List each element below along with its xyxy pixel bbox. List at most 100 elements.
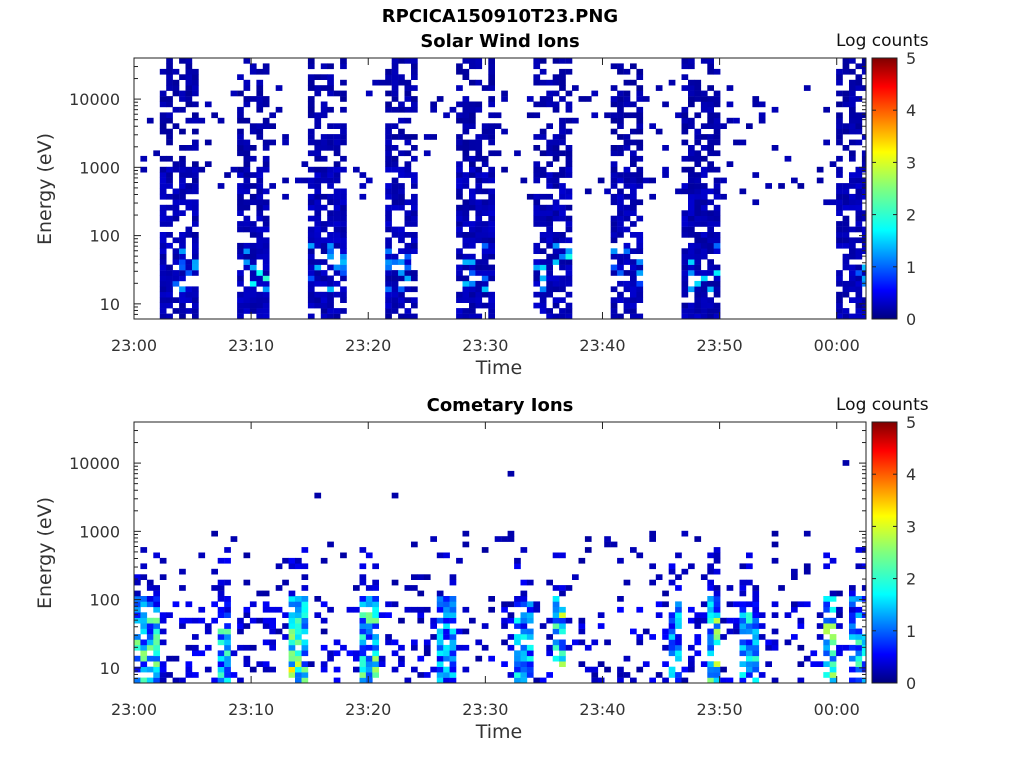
spectrogram-cell bbox=[836, 101, 843, 108]
spectrogram-cell bbox=[359, 612, 367, 618]
spectrogram-cell bbox=[411, 58, 418, 64]
spectrogram-cell bbox=[842, 68, 850, 75]
spectrogram-cell bbox=[617, 101, 624, 108]
spectrogram-cell bbox=[217, 606, 225, 613]
spectrogram-cell bbox=[700, 242, 708, 249]
spectrogram-cell bbox=[849, 155, 856, 162]
spectrogram-cell bbox=[829, 199, 837, 206]
spectrogram-cell bbox=[217, 585, 225, 591]
spectrogram-cell bbox=[237, 204, 244, 211]
spectrogram-cell bbox=[481, 286, 489, 293]
spectrogram-cell bbox=[295, 601, 302, 608]
spectrogram-cell bbox=[359, 617, 367, 624]
spectrogram-cell bbox=[320, 177, 328, 184]
spectrogram-cell bbox=[307, 302, 315, 309]
spectrogram-cell bbox=[243, 221, 251, 227]
spectrogram-cell bbox=[617, 253, 624, 260]
spectrogram-cell bbox=[159, 123, 167, 129]
spectrogram-cell bbox=[456, 204, 463, 211]
spectrogram-cell bbox=[469, 106, 476, 113]
spectrogram-cell bbox=[224, 579, 231, 586]
spectrogram-cell bbox=[507, 644, 515, 651]
spectrogram-cell bbox=[610, 177, 618, 184]
spectrogram-cell bbox=[256, 590, 264, 597]
spectrogram-cell bbox=[552, 248, 560, 254]
spectrogram-cell bbox=[694, 291, 702, 298]
spectrogram-cell bbox=[475, 280, 483, 287]
spectrogram-cell bbox=[546, 280, 553, 287]
spectrogram-cell bbox=[675, 612, 682, 618]
spectrogram-cell bbox=[365, 612, 373, 618]
spectrogram-cell bbox=[404, 199, 412, 206]
spectrogram-cell bbox=[411, 297, 418, 303]
spectrogram-cell bbox=[539, 264, 547, 271]
spectrogram-cell bbox=[604, 541, 611, 548]
spectrogram-cell bbox=[842, 204, 850, 211]
spectrogram-cell bbox=[733, 628, 740, 635]
spectrogram-cell bbox=[359, 579, 367, 586]
spectrogram-cell bbox=[423, 644, 431, 651]
spectrogram-cell bbox=[153, 639, 160, 646]
spectrogram-cell bbox=[842, 123, 850, 129]
spectrogram-cell bbox=[307, 74, 315, 80]
spectrogram-cell bbox=[159, 639, 167, 646]
spectrogram-cell bbox=[327, 177, 334, 184]
spectrogram-cell bbox=[404, 96, 412, 102]
spectrogram-cell bbox=[713, 166, 721, 173]
spectrogram-cell bbox=[546, 259, 553, 265]
spectrogram-cell bbox=[688, 183, 695, 189]
spectrogram-cell bbox=[668, 79, 676, 86]
spectrogram-cell bbox=[630, 101, 637, 108]
spectrogram-cell bbox=[411, 221, 418, 227]
spectrogram-cell bbox=[617, 557, 624, 564]
spectrogram-cell bbox=[681, 666, 689, 673]
spectrogram-cell bbox=[668, 634, 676, 640]
spectrogram-cell bbox=[166, 242, 173, 249]
spectrogram-cell bbox=[166, 172, 173, 178]
y-tick-label: 100 bbox=[89, 227, 120, 246]
spectrogram-cell bbox=[159, 172, 167, 178]
spectrogram-cell bbox=[559, 183, 566, 189]
spectrogram-cell bbox=[700, 145, 708, 151]
spectrogram-cell bbox=[688, 215, 695, 222]
spectrogram-cell bbox=[340, 253, 347, 260]
spectrogram-cell bbox=[314, 188, 322, 195]
spectrogram-cell bbox=[243, 661, 251, 667]
spectrogram-cell bbox=[469, 313, 476, 320]
spectrogram-cell bbox=[166, 286, 173, 293]
spectrogram-cell bbox=[488, 253, 495, 260]
spectrogram-cell bbox=[359, 563, 367, 570]
spectrogram-cell bbox=[211, 568, 218, 575]
spectrogram-cell bbox=[855, 297, 863, 303]
spectrogram-cell bbox=[533, 270, 541, 276]
spectrogram-cell bbox=[739, 644, 747, 651]
spectrogram-cell bbox=[533, 177, 541, 184]
spectrogram-cell bbox=[307, 226, 315, 233]
spectrogram-cell bbox=[713, 313, 721, 320]
spectrogram-cell bbox=[320, 172, 328, 178]
spectrogram-cell bbox=[829, 617, 837, 624]
spectrogram-cell bbox=[166, 117, 173, 124]
spectrogram-cell bbox=[707, 85, 714, 91]
spectrogram-cell bbox=[623, 90, 631, 97]
spectrogram-cell bbox=[449, 612, 457, 618]
spectrogram-cell bbox=[359, 661, 367, 667]
spectrogram-cell bbox=[604, 112, 611, 119]
spectrogram-cell bbox=[475, 106, 483, 113]
spectrogram-cell bbox=[552, 237, 560, 244]
spectrogram-cell bbox=[327, 199, 334, 206]
spectrogram-cell bbox=[243, 286, 251, 293]
spectrogram-cell bbox=[237, 210, 244, 216]
spectrogram-cell bbox=[462, 275, 470, 282]
spectrogram-cell bbox=[681, 117, 689, 124]
spectrogram-cell bbox=[140, 574, 148, 580]
spectrogram-cell bbox=[713, 68, 721, 75]
spectrogram-cell bbox=[688, 166, 695, 173]
spectrogram-cell bbox=[565, 253, 573, 260]
spectrogram-cell bbox=[842, 291, 850, 298]
spectrogram-cell bbox=[675, 634, 682, 640]
spectrogram-cell bbox=[159, 677, 167, 684]
y-tick-label: 10 bbox=[100, 659, 120, 678]
spectrogram-cell bbox=[211, 530, 218, 537]
spectrogram-cell bbox=[237, 172, 244, 178]
